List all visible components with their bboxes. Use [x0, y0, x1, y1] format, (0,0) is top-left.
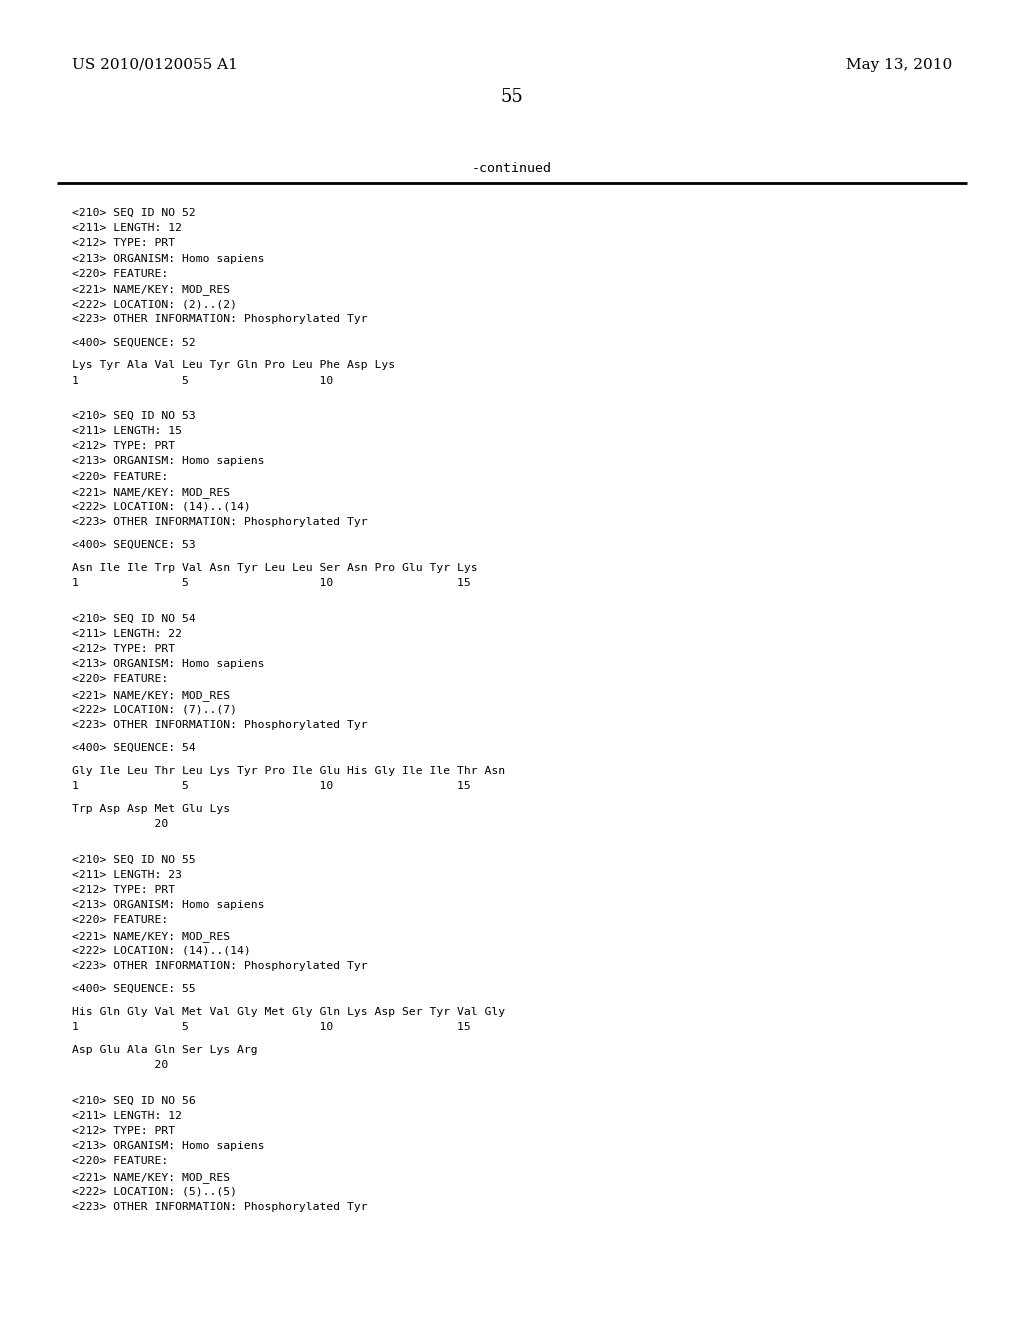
Text: <210> SEQ ID NO 55: <210> SEQ ID NO 55 — [72, 854, 196, 865]
Text: <211> LENGTH: 23: <211> LENGTH: 23 — [72, 870, 182, 880]
Text: <210> SEQ ID NO 53: <210> SEQ ID NO 53 — [72, 411, 196, 421]
Text: <223> OTHER INFORMATION: Phosphorylated Tyr: <223> OTHER INFORMATION: Phosphorylated … — [72, 517, 368, 527]
Text: May 13, 2010: May 13, 2010 — [846, 58, 952, 73]
Text: Lys Tyr Ala Val Leu Tyr Gln Pro Leu Phe Asp Lys: Lys Tyr Ala Val Leu Tyr Gln Pro Leu Phe … — [72, 360, 395, 371]
Text: <222> LOCATION: (14)..(14): <222> LOCATION: (14)..(14) — [72, 946, 251, 956]
Text: <220> FEATURE:: <220> FEATURE: — [72, 269, 168, 279]
Text: <212> TYPE: PRT: <212> TYPE: PRT — [72, 1126, 175, 1137]
Text: Asp Glu Ala Gln Ser Lys Arg: Asp Glu Ala Gln Ser Lys Arg — [72, 1045, 258, 1055]
Text: 1               5                   10                  15: 1 5 10 15 — [72, 1022, 471, 1032]
Text: <220> FEATURE:: <220> FEATURE: — [72, 675, 168, 684]
Text: 20: 20 — [72, 1060, 168, 1071]
Text: <400> SEQUENCE: 55: <400> SEQUENCE: 55 — [72, 983, 196, 994]
Text: <210> SEQ ID NO 54: <210> SEQ ID NO 54 — [72, 614, 196, 623]
Text: <222> LOCATION: (7)..(7): <222> LOCATION: (7)..(7) — [72, 705, 237, 715]
Text: <400> SEQUENCE: 54: <400> SEQUENCE: 54 — [72, 743, 196, 752]
Text: Asn Ile Ile Trp Val Asn Tyr Leu Leu Ser Asn Pro Glu Tyr Lys: Asn Ile Ile Trp Val Asn Tyr Leu Leu Ser … — [72, 564, 477, 573]
Text: <222> LOCATION: (14)..(14): <222> LOCATION: (14)..(14) — [72, 502, 251, 512]
Text: <212> TYPE: PRT: <212> TYPE: PRT — [72, 644, 175, 653]
Text: <220> FEATURE:: <220> FEATURE: — [72, 1156, 168, 1167]
Text: <221> NAME/KEY: MOD_RES: <221> NAME/KEY: MOD_RES — [72, 284, 230, 294]
Text: <212> TYPE: PRT: <212> TYPE: PRT — [72, 239, 175, 248]
Text: <213> ORGANISM: Homo sapiens: <213> ORGANISM: Homo sapiens — [72, 253, 264, 264]
Text: <210> SEQ ID NO 56: <210> SEQ ID NO 56 — [72, 1096, 196, 1106]
Text: <222> LOCATION: (2)..(2): <222> LOCATION: (2)..(2) — [72, 300, 237, 309]
Text: 55: 55 — [501, 88, 523, 106]
Text: <211> LENGTH: 15: <211> LENGTH: 15 — [72, 426, 182, 436]
Text: <212> TYPE: PRT: <212> TYPE: PRT — [72, 884, 175, 895]
Text: <400> SEQUENCE: 53: <400> SEQUENCE: 53 — [72, 540, 196, 550]
Text: <213> ORGANISM: Homo sapiens: <213> ORGANISM: Homo sapiens — [72, 900, 264, 911]
Text: <213> ORGANISM: Homo sapiens: <213> ORGANISM: Homo sapiens — [72, 659, 264, 669]
Text: <221> NAME/KEY: MOD_RES: <221> NAME/KEY: MOD_RES — [72, 689, 230, 701]
Text: <223> OTHER INFORMATION: Phosphorylated Tyr: <223> OTHER INFORMATION: Phosphorylated … — [72, 314, 368, 325]
Text: <223> OTHER INFORMATION: Phosphorylated Tyr: <223> OTHER INFORMATION: Phosphorylated … — [72, 719, 368, 730]
Text: <210> SEQ ID NO 52: <210> SEQ ID NO 52 — [72, 209, 196, 218]
Text: 1               5                   10                  15: 1 5 10 15 — [72, 781, 471, 791]
Text: His Gln Gly Val Met Val Gly Met Gly Gln Lys Asp Ser Tyr Val Gly: His Gln Gly Val Met Val Gly Met Gly Gln … — [72, 1007, 505, 1016]
Text: <213> ORGANISM: Homo sapiens: <213> ORGANISM: Homo sapiens — [72, 1142, 264, 1151]
Text: <223> OTHER INFORMATION: Phosphorylated Tyr: <223> OTHER INFORMATION: Phosphorylated … — [72, 961, 368, 972]
Text: <222> LOCATION: (5)..(5): <222> LOCATION: (5)..(5) — [72, 1187, 237, 1197]
Text: <221> NAME/KEY: MOD_RES: <221> NAME/KEY: MOD_RES — [72, 1172, 230, 1183]
Text: <220> FEATURE:: <220> FEATURE: — [72, 471, 168, 482]
Text: <220> FEATURE:: <220> FEATURE: — [72, 915, 168, 925]
Text: <400> SEQUENCE: 52: <400> SEQUENCE: 52 — [72, 338, 196, 347]
Text: <223> OTHER INFORMATION: Phosphorylated Tyr: <223> OTHER INFORMATION: Phosphorylated … — [72, 1203, 368, 1212]
Text: <212> TYPE: PRT: <212> TYPE: PRT — [72, 441, 175, 451]
Text: <211> LENGTH: 22: <211> LENGTH: 22 — [72, 628, 182, 639]
Text: 20: 20 — [72, 820, 168, 829]
Text: 1               5                   10                  15: 1 5 10 15 — [72, 578, 471, 589]
Text: <211> LENGTH: 12: <211> LENGTH: 12 — [72, 223, 182, 234]
Text: <213> ORGANISM: Homo sapiens: <213> ORGANISM: Homo sapiens — [72, 457, 264, 466]
Text: US 2010/0120055 A1: US 2010/0120055 A1 — [72, 58, 238, 73]
Text: Gly Ile Leu Thr Leu Lys Tyr Pro Ile Glu His Gly Ile Ile Thr Asn: Gly Ile Leu Thr Leu Lys Tyr Pro Ile Glu … — [72, 766, 505, 776]
Text: 1               5                   10: 1 5 10 — [72, 376, 333, 385]
Text: <211> LENGTH: 12: <211> LENGTH: 12 — [72, 1111, 182, 1121]
Text: <221> NAME/KEY: MOD_RES: <221> NAME/KEY: MOD_RES — [72, 931, 230, 941]
Text: Trp Asp Asp Met Glu Lys: Trp Asp Asp Met Glu Lys — [72, 804, 230, 814]
Text: <221> NAME/KEY: MOD_RES: <221> NAME/KEY: MOD_RES — [72, 487, 230, 498]
Text: -continued: -continued — [472, 162, 552, 176]
